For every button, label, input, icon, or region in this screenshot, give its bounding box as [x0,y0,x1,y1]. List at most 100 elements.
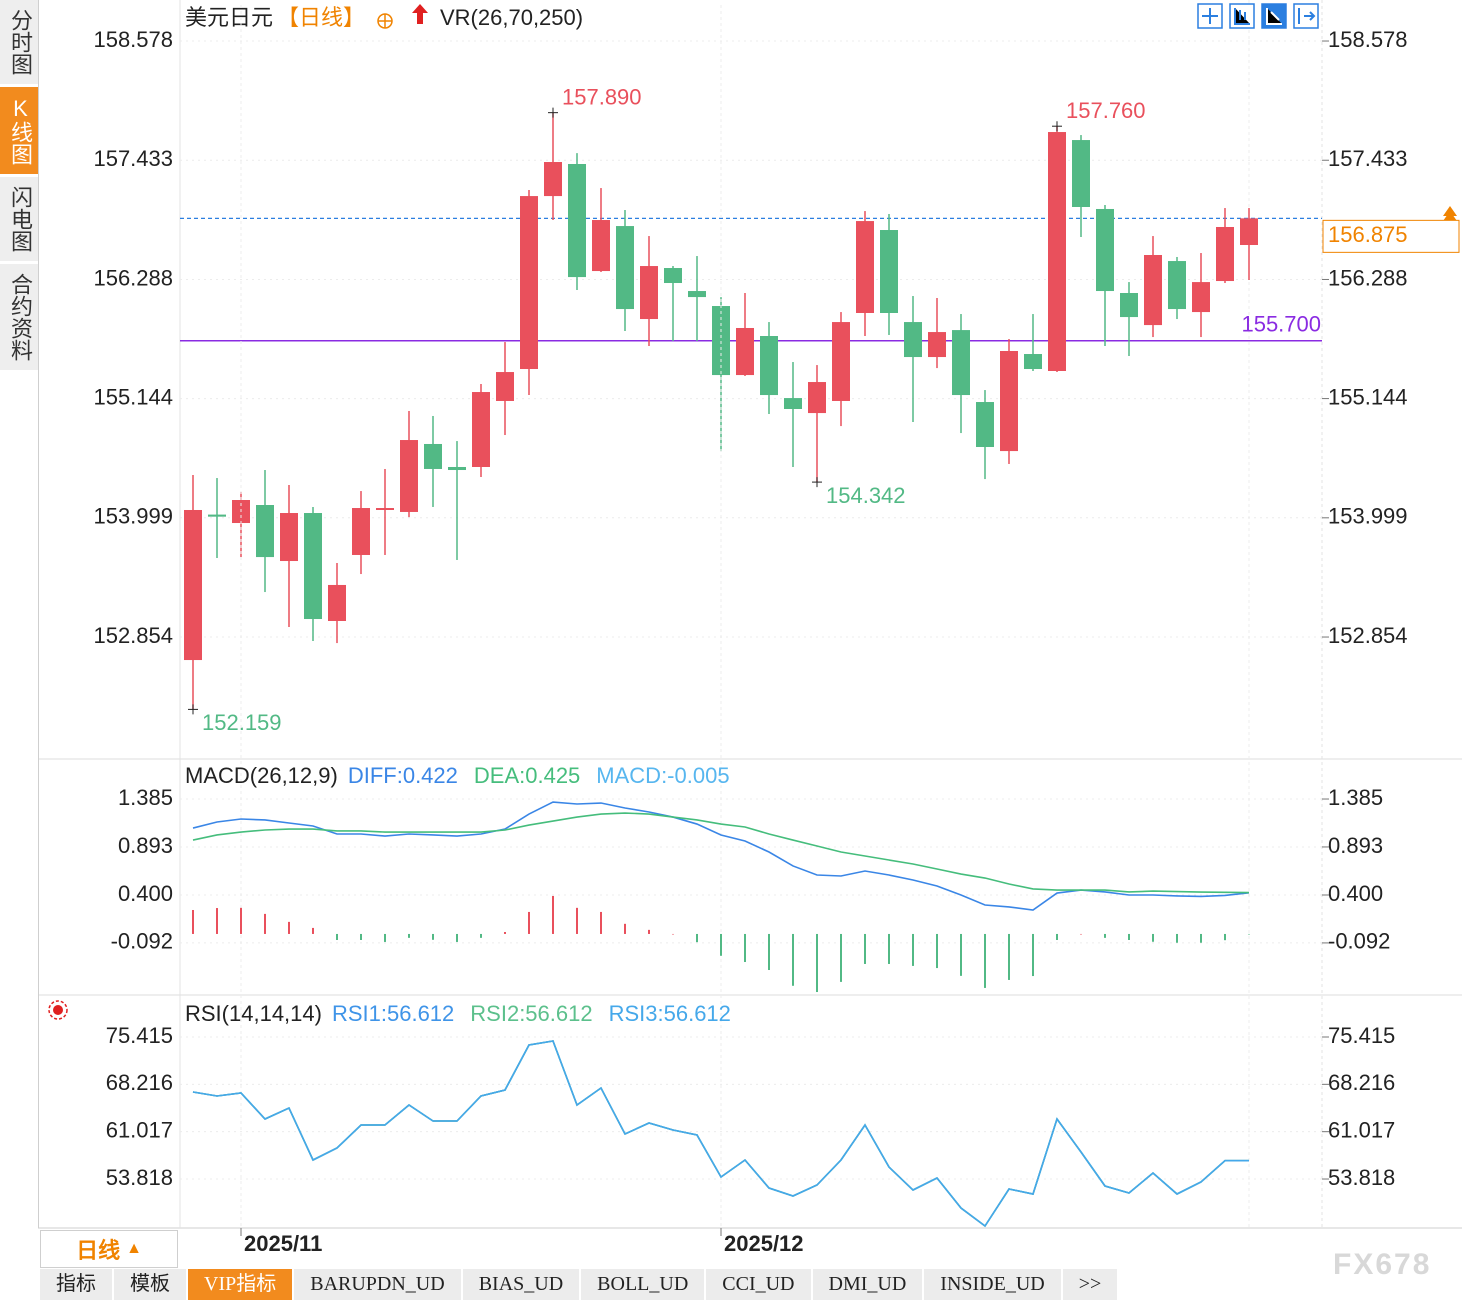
candle-body [184,509,202,661]
y-tick-label: 157.433 [1328,146,1408,171]
candle-body [1000,351,1018,452]
y-tick-label: 152.854 [93,623,173,648]
period-button[interactable]: 日线 ▲ [40,1230,178,1268]
indicator-tab[interactable]: INSIDE_UD [924,1269,1063,1300]
histogram-bar [864,933,866,964]
candle-body [1072,140,1090,207]
sidebar-tab[interactable]: K线图 [0,87,38,177]
indicator-tab[interactable]: 指标 [40,1269,114,1300]
candle-body [256,505,274,558]
y-tick-label: 53.818 [1328,1165,1395,1190]
histogram-bar [1104,933,1106,938]
indicator-tab[interactable]: 模板 [114,1269,188,1300]
histogram-bar [1248,933,1250,935]
candle-body [808,382,826,414]
candle-body [1240,218,1258,246]
histogram-bar [240,907,242,934]
y-tick-label: 156.288 [1328,265,1408,290]
candle-body [472,392,490,467]
panel-title: RSI(14,14,14) [185,1001,322,1026]
y-tick-label: 158.578 [1328,27,1408,52]
y-tick-label: 156.288 [93,265,173,290]
sidebar-tab[interactable]: 合约资料 [0,264,38,373]
histogram-bar [720,933,722,956]
candle-body [664,268,682,284]
histogram-bar [456,933,458,942]
histogram-bar [1032,933,1034,977]
period-label: 日线 [76,1238,121,1263]
low-label: 152.159 [202,710,282,735]
candle-body [928,332,946,358]
candle-body [1024,354,1042,370]
histogram-bar [840,933,842,982]
y-tick-label: 0.400 [1328,881,1383,906]
y-tick-label: 153.999 [93,504,173,529]
candle-body [520,196,538,370]
histogram-bar [576,907,578,934]
sidebar-tab[interactable]: 闪电图 [0,177,38,264]
candle-body [400,440,418,512]
candle-body [1216,226,1234,282]
candle-body [688,291,706,298]
histogram-bar [816,933,818,993]
indicator-tab[interactable]: >> [1062,1269,1120,1300]
histogram-bar [384,933,386,942]
candle-body [880,230,898,313]
indicator-tab[interactable]: BARUPDN_UD [294,1269,463,1300]
sidebar: 分时图 K线图 闪电图 合约资料 [0,0,39,1228]
indicator-tab[interactable]: DMI_UD [812,1269,925,1300]
indicator-tab[interactable]: VIP指标 [188,1269,295,1300]
candle-body [952,330,970,396]
sidebar-tab[interactable]: 分时图 [0,0,38,87]
histogram-bar [1200,933,1202,943]
candle-body [616,226,634,310]
y-tick-label: 68.216 [106,1070,173,1095]
histogram-bar [1152,933,1154,942]
candle-body [640,266,658,320]
toolbar-icons[interactable] [1197,3,1319,29]
add-icon[interactable] [377,13,393,29]
indicator-tab[interactable]: BIAS_UD [462,1269,582,1300]
histogram-bar [1056,933,1058,940]
price-label: 156.875 [1328,222,1408,247]
period-label: 【日线】 [277,5,365,30]
candle-body [784,398,802,409]
histogram-bar [408,933,410,938]
histogram-bar [432,933,434,940]
candle-body [352,508,370,555]
y-tick-label: 158.578 [93,27,173,52]
candle-body [1144,255,1162,326]
histogram-bar [1008,933,1010,980]
histogram-bar [288,921,290,934]
histogram-bar [960,933,962,976]
histogram-bar [912,933,914,966]
candle-body [328,584,346,621]
settings-icon[interactable] [48,1000,68,1020]
y-tick-label: 75.415 [106,1023,173,1048]
histogram-bar [744,933,746,963]
y-tick-label: 153.999 [1328,504,1408,529]
histogram-bar [360,933,362,940]
legend-entry: RSI1:56.612 [332,1001,454,1026]
y-tick-label: 155.144 [93,384,173,409]
histogram-bar [624,923,626,934]
candle-body [568,163,586,278]
indicator-tab[interactable]: CCI_UD [706,1269,813,1300]
candle-body [1192,282,1210,313]
y-tick-label: 152.854 [1328,623,1408,648]
histogram-bar [1176,933,1178,943]
watermark: FX678 [1333,1248,1432,1281]
histogram-bar [1224,933,1226,941]
candle-body [1048,132,1066,371]
y-tick-label: 68.216 [1328,1070,1395,1095]
histogram-bar [984,933,986,988]
candle-body [280,513,298,562]
y-tick-label: -0.092 [1328,929,1390,954]
indicator-label: VR(26,70,250) [440,5,583,30]
candle-body [304,513,322,620]
indicator-arrow-icon[interactable] [412,4,428,24]
indicator-tab[interactable]: BOLL_UD [581,1269,707,1300]
histogram-bar [552,895,554,934]
